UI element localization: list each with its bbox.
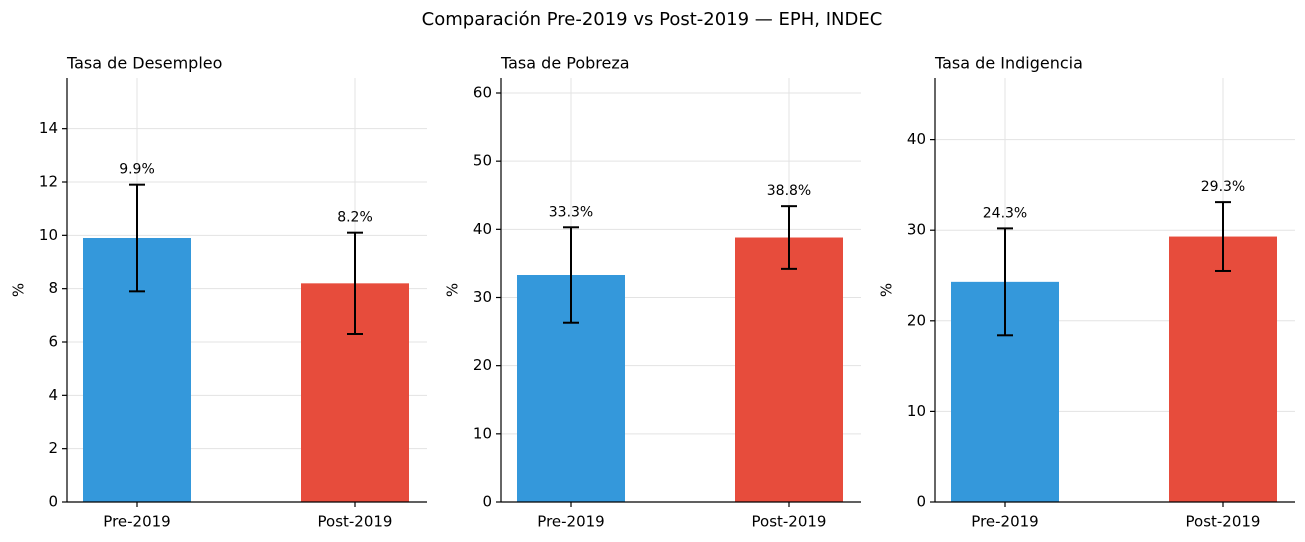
y-tick-label: 8 [48, 279, 58, 297]
y-tick-label: 10 [39, 226, 58, 244]
value-label: 33.3% [549, 204, 593, 220]
value-label: 38.8% [767, 183, 811, 199]
x-tick-label: Pre-2019 [537, 513, 604, 531]
error-bar [1215, 201, 1231, 272]
subplot-title: Tasa de Pobreza [500, 54, 630, 73]
x-tick-label: Post-2019 [318, 513, 393, 531]
error-bar [347, 231, 363, 335]
x-tick-label: Pre-2019 [971, 513, 1038, 531]
y-tick-label: 12 [39, 173, 58, 191]
y-tick-label: 0 [916, 493, 926, 511]
bar [1169, 236, 1277, 503]
y-tick-label: 40 [907, 130, 926, 148]
error-bar [997, 227, 1013, 337]
y-tick-label: 20 [907, 311, 926, 329]
figure-title: Comparación Pre-2019 vs Post-2019 — EPH,… [422, 9, 883, 30]
subplot: Tasa de Indigencia% 0 10 20 30 40 24.3% Pre-201… [878, 54, 1295, 531]
y-axis-label: % [878, 283, 896, 297]
y-tick-label: 10 [473, 424, 492, 442]
y-tick-label: 10 [907, 402, 926, 420]
subplot: Tasa de Desempleo% 0 2 4 6 8 10 12 14 9.9% Pre-201… [10, 54, 427, 531]
y-tick-label: 60 [473, 83, 492, 101]
value-label: 8.2% [337, 210, 373, 226]
error-bar [781, 205, 797, 270]
y-tick-label: 0 [482, 493, 492, 511]
subplot-title: Tasa de Desempleo [66, 54, 222, 73]
value-label: 29.3% [1201, 179, 1245, 195]
y-tick-label: 20 [473, 356, 492, 374]
y-tick-label: 30 [907, 221, 926, 239]
bar [735, 237, 843, 502]
y-tick-label: 4 [48, 386, 58, 404]
y-tick-label: 40 [473, 220, 492, 238]
x-tick-label: Pre-2019 [103, 513, 170, 531]
x-tick-label: Post-2019 [752, 513, 827, 531]
y-tick-label: 30 [473, 288, 492, 306]
y-axis-label: % [10, 283, 28, 297]
y-tick-label: 2 [48, 439, 58, 457]
y-tick-label: 50 [473, 152, 492, 170]
value-label: 24.3% [983, 205, 1027, 221]
y-axis-label: % [444, 283, 462, 297]
y-tick-label: 0 [48, 493, 58, 511]
y-tick-label: 14 [39, 119, 58, 137]
subplot: Tasa de Pobreza% 0 10 20 30 40 50 60 33.3% Pre-20… [444, 54, 861, 531]
error-bar [129, 183, 145, 293]
error-bar [563, 226, 579, 324]
x-tick-label: Post-2019 [1186, 513, 1261, 531]
subplot-title: Tasa de Indigencia [934, 54, 1083, 73]
value-label: 9.9% [119, 162, 155, 178]
y-tick-label: 6 [48, 333, 58, 351]
